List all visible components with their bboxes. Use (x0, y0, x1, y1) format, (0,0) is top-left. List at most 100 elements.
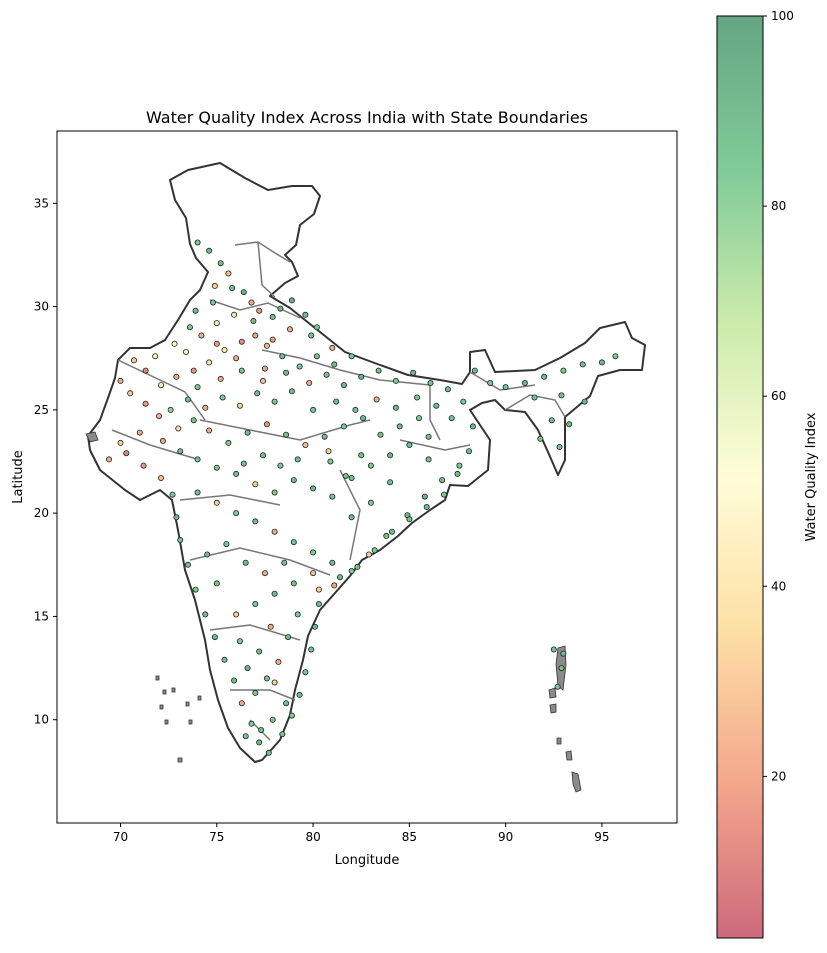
data-point (184, 561, 191, 568)
plot-frame (56, 130, 678, 824)
data-point (202, 611, 209, 618)
x-axis: 70 75 80 85 90 95 (113, 823, 610, 844)
data-point (194, 239, 201, 246)
data-point (340, 423, 347, 430)
data-point (194, 456, 201, 463)
data-point (392, 377, 399, 384)
data-point (267, 623, 274, 630)
data-point (521, 379, 528, 386)
data-point (127, 390, 134, 397)
data-point (123, 450, 130, 457)
data-point (288, 297, 295, 304)
map-layer (85, 162, 646, 793)
data-point (294, 611, 301, 618)
points-layer (106, 239, 619, 756)
data-point (219, 394, 226, 401)
data-point (311, 623, 318, 630)
data-point (342, 472, 349, 479)
data-point (269, 336, 276, 343)
x-tick-label: 85 (402, 830, 417, 844)
data-point (159, 437, 166, 444)
data-point (173, 373, 180, 380)
data-point (238, 700, 245, 707)
data-point (271, 679, 278, 686)
x-tick-label: 80 (305, 830, 320, 844)
data-point (415, 415, 422, 422)
data-point (308, 332, 315, 339)
data-point (157, 474, 164, 481)
data-point (213, 499, 220, 506)
data-point (202, 404, 209, 411)
data-point (223, 541, 230, 548)
data-point (271, 590, 278, 597)
data-point (221, 346, 228, 353)
data-point (392, 404, 399, 411)
data-point (454, 470, 461, 477)
colorbar-label: Water Quality Index (804, 412, 819, 541)
colorbar-axis: 20 40 60 80 100 (763, 9, 794, 783)
data-point (217, 375, 224, 382)
data-point (263, 675, 270, 682)
y-tick-label: 20 (34, 506, 49, 520)
data-point (315, 601, 322, 608)
y-tick-label: 15 (34, 609, 49, 623)
data-point (213, 340, 220, 347)
data-point (277, 462, 284, 469)
data-point (581, 398, 588, 405)
data-point (550, 646, 557, 653)
data-point (302, 669, 309, 676)
data-point (256, 307, 263, 314)
data-point (263, 342, 270, 349)
data-point (271, 528, 278, 535)
data-point (117, 439, 124, 446)
data-point (263, 421, 270, 428)
data-point (140, 462, 147, 469)
data-point (439, 477, 446, 484)
data-point (358, 452, 365, 459)
data-point (248, 720, 255, 727)
data-point (242, 559, 249, 566)
y-axis-label: Latitude (11, 450, 26, 504)
data-point (290, 539, 297, 546)
data-point (406, 441, 413, 448)
y-tick-label: 30 (34, 300, 49, 314)
data-point (375, 367, 382, 374)
data-point (252, 481, 259, 488)
data-point (469, 423, 476, 430)
data-point (142, 400, 149, 407)
data-point (340, 382, 347, 389)
data-point (365, 551, 372, 558)
data-point (579, 361, 586, 368)
data-point (388, 528, 395, 535)
data-point (285, 634, 292, 641)
data-point (240, 460, 247, 467)
data-point (558, 665, 565, 672)
data-point (502, 384, 509, 391)
data-point (383, 532, 390, 539)
data-point (612, 353, 619, 360)
data-point (396, 423, 403, 430)
data-point (348, 568, 355, 575)
y-tick-label: 10 (34, 713, 49, 727)
data-point (271, 398, 278, 405)
data-point (171, 340, 178, 347)
data-point (302, 441, 309, 448)
data-point (236, 638, 243, 645)
data-point (259, 377, 266, 384)
data-point (406, 516, 413, 523)
data-point (217, 260, 224, 267)
data-point (244, 665, 251, 672)
data-point (190, 367, 197, 374)
data-point (169, 491, 176, 498)
data-point (560, 650, 567, 657)
data-point (177, 448, 184, 455)
data-point (184, 396, 191, 403)
data-point (329, 344, 336, 351)
colorbar-tick-label: 20 (771, 769, 786, 783)
y-axis: 10 15 20 25 30 35 (34, 196, 57, 727)
data-point (556, 443, 563, 450)
data-point (252, 689, 259, 696)
data-point (275, 658, 282, 665)
data-point (256, 648, 263, 655)
